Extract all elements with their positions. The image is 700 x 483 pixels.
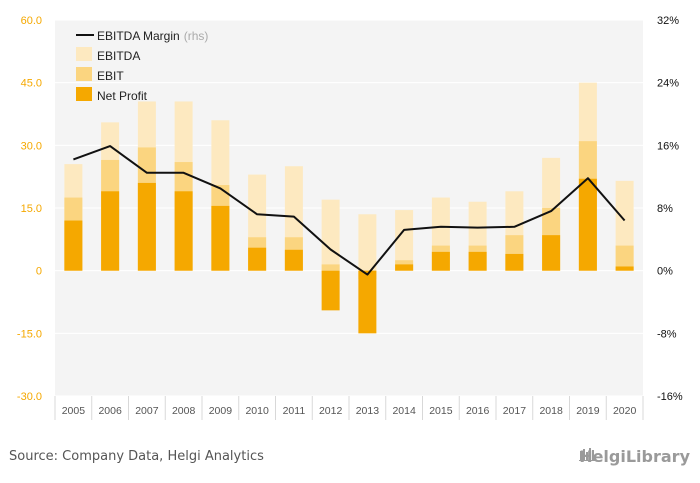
y-tick-label-right: 24% — [657, 78, 679, 90]
x-tick-label: 2007 — [135, 405, 159, 417]
source-note: Source: Company Data, Helgi Analytics — [9, 449, 264, 464]
bar-net-profit — [211, 205, 230, 271]
y-tick-label-left: 60.0 — [21, 15, 42, 27]
brand-name: HelgiLibrary — [579, 447, 690, 466]
x-tick-label: 2020 — [613, 405, 637, 417]
x-tick-label: 2008 — [172, 405, 196, 417]
line-ebitda-margin — [73, 145, 626, 276]
legend-label: Net Profit — [97, 89, 148, 103]
x-tick-label: 2017 — [503, 405, 527, 417]
bar-net-profit — [542, 235, 561, 271]
x-tick-label: 2013 — [356, 405, 380, 417]
bar-ebit — [615, 245, 634, 271]
x-tick-label: 2006 — [98, 405, 122, 417]
bar-net-profit — [137, 182, 156, 271]
y-tick-label-right: 8% — [657, 203, 673, 215]
legend-label: EBIT — [97, 69, 124, 83]
legend-label-suffix: (rhs) — [184, 29, 209, 43]
bar-ebitda — [321, 199, 340, 271]
bar-ebitda — [395, 210, 414, 271]
x-tick-label: 2016 — [466, 405, 490, 417]
x-tick-label: 2010 — [245, 405, 269, 417]
legend-box-swatch — [76, 87, 92, 101]
y-tick-label-right: 0% — [657, 266, 673, 278]
bar-net-profit — [248, 247, 267, 271]
x-tick-label: 2011 — [283, 405, 306, 417]
bar-net-profit — [505, 253, 524, 271]
x-tick-label: 2014 — [392, 405, 416, 417]
bar-net-profit — [395, 264, 414, 271]
y-tick-label-left: 15.0 — [21, 203, 42, 215]
y-tick-label-right: -8% — [657, 328, 677, 340]
bar-net-profit — [174, 191, 193, 271]
x-tick-label: 2009 — [209, 405, 233, 417]
x-tick-label: 2005 — [62, 405, 86, 417]
y-tick-label-right: 16% — [657, 140, 679, 152]
legend-label: EBITDA — [97, 49, 140, 63]
bar-net-profit — [615, 266, 634, 271]
bar-net-profit — [321, 270, 340, 311]
x-tick-label: 2012 — [319, 405, 343, 417]
y-tick-label-right: -16% — [657, 391, 683, 403]
bar-net-profit — [431, 251, 450, 271]
y-tick-label-left: -15.0 — [17, 328, 42, 340]
bar-net-profit — [284, 249, 303, 271]
bar-ebit — [321, 264, 340, 271]
bar-net-profit — [358, 270, 377, 334]
y-tick-label-left: 45.0 — [21, 78, 42, 90]
legend-box-swatch — [76, 67, 92, 81]
y-tick-label-left: 0 — [36, 266, 42, 278]
legend-box-swatch — [76, 47, 92, 61]
y-tick-label-left: -30.0 — [17, 391, 42, 403]
library-icon — [579, 448, 597, 461]
bar-net-profit — [578, 178, 597, 271]
x-tick-label: 2018 — [539, 405, 563, 417]
bar-ebitda — [358, 214, 377, 271]
bar-net-profit — [468, 251, 487, 271]
bar-net-profit — [101, 191, 120, 271]
x-tick-label: 2019 — [576, 405, 600, 417]
bar-net-profit — [64, 220, 83, 271]
y-tick-label-right: 32% — [657, 15, 679, 27]
legend-label: EBITDA Margin (rhs) — [97, 29, 208, 43]
y-tick-label-left: 30.0 — [21, 140, 42, 152]
brand-logo: HelgiLibrary — [579, 447, 690, 466]
x-tick-label: 2015 — [429, 405, 453, 417]
